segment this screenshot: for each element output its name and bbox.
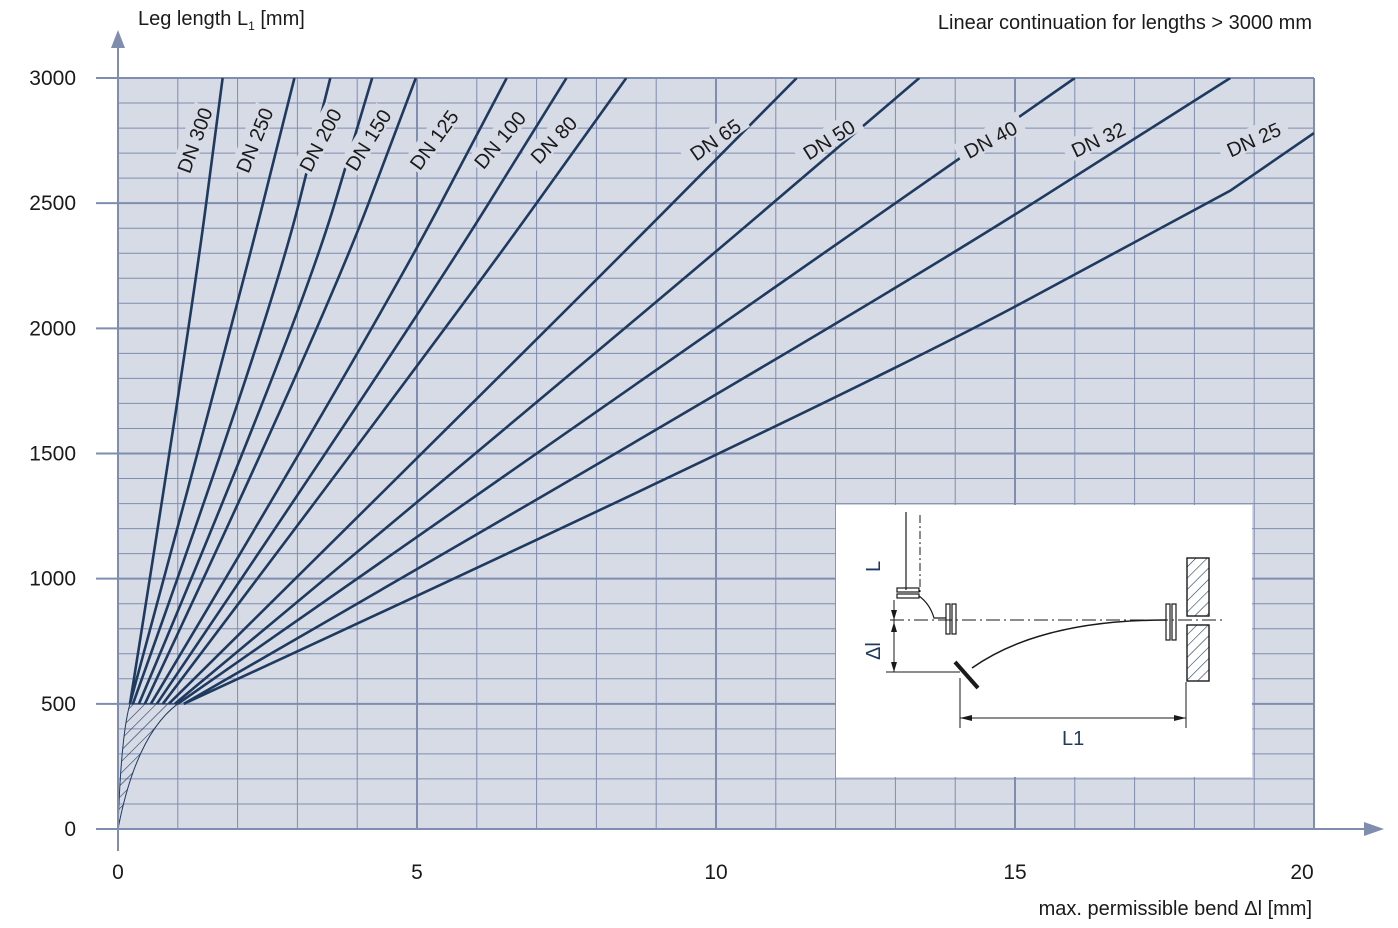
series-line-dn-300: [128, 78, 224, 705]
series-label-bg: [466, 104, 530, 174]
series-line-dn-100: [149, 78, 508, 705]
series-line-dn-50: [167, 78, 798, 705]
series-label-bg: [170, 101, 216, 178]
y-tick-label: 3000: [29, 67, 76, 90]
x-axis-arrow: [1364, 822, 1384, 836]
series-label-bg: [1060, 112, 1135, 164]
y-tick-label: 2500: [29, 192, 76, 215]
y-axis-label-unit: [mm]: [254, 8, 305, 30]
y-tick-label: 2000: [29, 317, 76, 340]
series-line-dn-150: [137, 78, 374, 705]
x-axis-title: max. permissible bend Δl [mm]: [1038, 898, 1312, 920]
series-line-dn-25b: [183, 132, 1314, 706]
series-line-dn-125: [143, 78, 418, 705]
series-line-dn-32: [177, 78, 1076, 705]
series-line-dn-65: [161, 78, 628, 705]
y-axis-title: Leg length L1 [mm]: [138, 8, 305, 33]
inset-label-l: L: [863, 561, 885, 572]
inset-label-l1: L1: [1062, 728, 1084, 750]
y-tick-label: 1000: [29, 568, 76, 591]
series-line-dn-250: [128, 78, 296, 705]
y-axis-label-main: Leg length L: [138, 8, 249, 30]
series-line-dn-40: [173, 78, 921, 705]
series-group: [128, 78, 1314, 706]
chart-annotation: Linear continuation for lengths > 3000 m…: [937, 12, 1312, 34]
x-tick-label: 0: [112, 861, 124, 884]
series-label-bg: [229, 101, 277, 177]
series-line-dn-25: [183, 78, 1231, 705]
series-label-bg: [791, 109, 865, 167]
y-tick-label: 0: [64, 818, 76, 841]
axes: [96, 30, 1384, 851]
x-tick-label: 5: [411, 861, 423, 884]
series-label-bg: [952, 111, 1027, 165]
series-line-dn-200: [131, 78, 332, 705]
series-label-bg: [338, 102, 396, 176]
inset-label-dl: Δl: [863, 642, 885, 660]
x-tick-label: 10: [704, 861, 727, 884]
inset-diagram: L Δl L1: [836, 505, 1252, 777]
y-axis-arrow: [111, 30, 125, 48]
y-tick-label: 500: [41, 693, 76, 716]
series-label-bg: [678, 108, 751, 168]
x-tick-label: 20: [1290, 861, 1313, 884]
x-tick-label: 15: [1003, 861, 1026, 884]
y-axis-label-sub: 1: [248, 19, 255, 33]
series-label-bg: [292, 102, 346, 177]
series-line-dn-80: [155, 78, 568, 705]
series-label-bg: [402, 103, 463, 175]
series-label-bg: [1215, 113, 1291, 163]
tick-labels: 0 500 1000 1500 2000 2500 3000 0 5 10 15 20: [29, 67, 1313, 884]
y-tick-label: 1500: [29, 443, 76, 466]
series-label-bg: [519, 104, 586, 173]
